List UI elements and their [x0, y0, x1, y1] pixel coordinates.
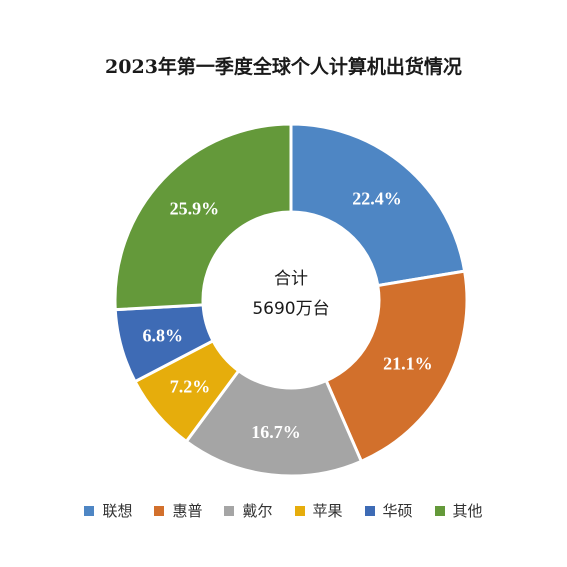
chart-title: 2023年第一季度全球个人计算机出货情况 [105, 56, 462, 78]
legend-label: 惠普 [172, 502, 203, 520]
legend: 联想 惠普 戴尔 苹果 华硕 其他 [0, 500, 567, 521]
slice-label-惠普: 21.1% [383, 353, 433, 373]
slice-其他 [113, 122, 293, 312]
legend-item-华硕: 华硕 [364, 500, 413, 521]
slice-戴尔 [184, 368, 364, 478]
legend-item-惠普: 惠普 [154, 500, 202, 521]
slice-惠普 [324, 269, 469, 464]
legend-label: 戴尔 [242, 502, 273, 520]
slice-label-其他: 25.9% [170, 199, 220, 219]
slice-label-联想: 22.4% [352, 189, 402, 209]
legend-label: 联想 [102, 502, 133, 520]
slice-label-戴尔: 16.7% [251, 422, 301, 442]
legend-swatch [84, 505, 95, 516]
center-label-line2: 5690万台 [252, 299, 329, 319]
center-label-line1: 合计 [274, 269, 308, 289]
legend-item-戴尔: 戴尔 [224, 500, 273, 521]
legend-swatch [434, 505, 445, 516]
legend-swatch [224, 505, 235, 516]
legend-item-苹果: 苹果 [294, 500, 343, 521]
legend-item-联想: 联想 [84, 500, 132, 521]
legend-item-其他: 其他 [434, 500, 483, 521]
legend-label: 其他 [452, 502, 483, 520]
legend-label: 苹果 [312, 502, 343, 520]
legend-label: 华硕 [382, 502, 413, 520]
legend-swatch [154, 505, 165, 516]
slice-联想 [289, 122, 467, 288]
slice-label-苹果: 7.2% [170, 376, 211, 396]
slice-label-华硕: 6.8% [143, 325, 184, 345]
legend-swatch [364, 505, 375, 516]
legend-swatch [294, 505, 305, 516]
